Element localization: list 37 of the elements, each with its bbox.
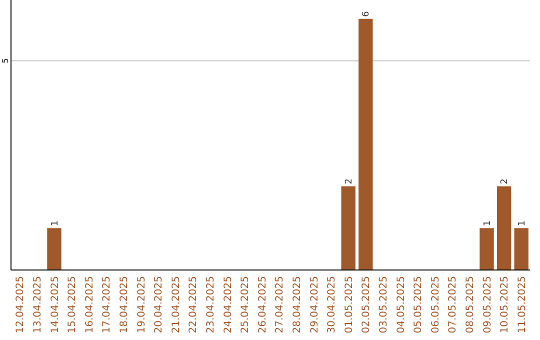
x-tick-label: 27.04.2025 [274, 276, 286, 334]
x-tick-label: 03.05.2025 [378, 276, 390, 334]
x-tick-label: 01.05.2025 [344, 276, 355, 334]
x-tick-label: 12.04.2025 [15, 276, 26, 334]
x-tick-label: 21.04.2025 [170, 276, 182, 334]
x-tick-label: 07.05.2025 [448, 276, 459, 334]
x-tick-label: 18.04.2025 [118, 276, 130, 334]
x-tick-label: 17.04.2025 [102, 276, 113, 334]
x-tick-label: 20.04.2025 [154, 276, 165, 334]
x-tick-label: 06.05.2025 [430, 276, 442, 334]
data-label: 2 [344, 178, 354, 184]
data-label: 1 [517, 220, 528, 226]
x-tick-label: 28.04.2025 [292, 276, 303, 334]
x-tick-label: 29.04.2025 [309, 276, 320, 334]
x-tick-label: 05.05.2025 [413, 276, 424, 334]
x-tick-label: 19.04.2025 [136, 276, 148, 334]
x-tick-label: 14.04.2025 [50, 276, 61, 334]
x-tick-label: 10.05.2025 [500, 276, 511, 334]
x-tick-label: 13.04.2025 [32, 276, 44, 334]
x-tick-label: 09.05.2025 [482, 276, 494, 334]
x-tick-label: 15.04.2025 [67, 276, 78, 334]
x-tick-label: 30.04.2025 [326, 276, 338, 334]
x-tick-label: 25.04.2025 [240, 276, 252, 334]
data-label: 1 [50, 220, 60, 226]
x-tick-label: 26.04.2025 [257, 276, 268, 334]
x-tick-label: 22.04.2025 [188, 276, 200, 334]
x-tick-label: 11.05.2025 [516, 276, 528, 334]
x-tick-label: 16.04.2025 [84, 276, 96, 334]
x-tick-label: 24.04.2025 [222, 276, 234, 334]
x-tick-label: 02.05.2025 [361, 276, 372, 334]
data-label: 6 [362, 10, 372, 17]
x-tick-label: 23.04.2025 [205, 276, 216, 334]
data-label: 2 [500, 178, 510, 184]
data-label: 1 [482, 220, 493, 226]
x-tick-label: 04.05.2025 [396, 276, 407, 334]
y-tick-label: 5 [1, 58, 10, 64]
x-tick-label: 08.05.2025 [464, 276, 476, 334]
